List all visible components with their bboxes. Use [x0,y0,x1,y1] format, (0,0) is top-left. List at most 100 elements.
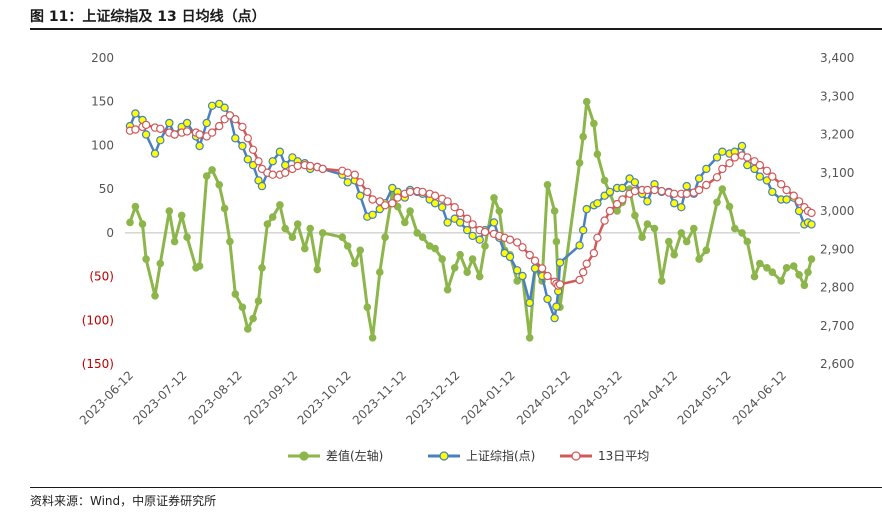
data-point-index [682,181,691,191]
data-point-diff [350,259,359,268]
data-point-index [455,218,465,227]
x-tick-label: 2023-10-12 [295,368,354,427]
data-point-diff [638,233,646,242]
data-point-ma13 [777,179,786,189]
data-point-diff [142,255,150,263]
data-point-index [555,258,565,267]
data-point-index [207,101,217,111]
data-point-diff [288,233,297,242]
data-point-ma13 [393,193,402,202]
data-point-diff [552,237,561,246]
data-point-diff [363,303,372,312]
series-diff [126,97,816,342]
data-point-diff [254,297,263,305]
data-point-ma13 [807,208,816,218]
data-point-diff [725,202,734,211]
data-point-ma13 [593,233,602,242]
data-point-diff [468,255,477,263]
data-point-diff [550,207,559,215]
data-point-diff [156,259,165,268]
data-point-ma13 [405,187,415,197]
data-point-diff [481,242,489,250]
data-point-ma13 [468,220,477,229]
data-point-ma13 [694,185,704,195]
data-point-diff [490,194,498,202]
x-tick-label: 2024-02-12 [514,368,573,427]
left-axis-ticks: 200 150 100 50 0 (50) (100) (150) [82,51,114,371]
data-point-ma13 [505,235,515,244]
data-point-index [530,264,540,273]
data-point-diff [438,255,447,263]
data-point-index [268,157,277,166]
data-point-diff [138,220,147,228]
left-tick-label: 0 [106,226,114,240]
data-point-index [141,130,151,139]
data-point-diff [208,166,216,174]
data-point-index [718,147,727,156]
data-point-ma13 [207,128,217,137]
x-tick-label: 2023-12-12 [403,368,462,427]
data-point-index [430,199,440,208]
data-point-diff [525,333,534,342]
data-point-index [182,118,192,128]
data-point-ma13 [455,208,465,218]
legend-label-index: 上证综指(点) [466,448,535,463]
data-point-diff [763,263,771,272]
x-tick-label: 2023-06-12 [77,368,136,427]
data-point-index [489,218,499,227]
data-point-diff [368,333,377,342]
data-point-diff [177,211,186,220]
data-point-index [281,160,290,170]
data-point-diff [258,263,266,272]
data-point-index [368,210,377,219]
legend-label-ma13: 13日平均 [598,449,649,463]
data-point-ma13 [518,243,527,252]
data-point-diff [513,277,522,285]
data-point-diff [220,204,229,213]
data-point-index [643,197,652,206]
data-point-ma13 [356,178,365,187]
x-tick-label: 2024-06-12 [730,368,789,427]
data-point-index [165,118,174,128]
data-point-ma13 [368,195,377,204]
data-point-diff [657,277,666,285]
series-ma13 [125,111,816,290]
data-point-diff [226,237,234,246]
data-point-ma13 [525,250,534,260]
legend-swatch-marker-ma13 [571,451,581,461]
left-tick-label: 100 [91,138,114,152]
data-point-ma13 [141,120,151,130]
data-point-index [579,225,588,235]
data-point-index [582,204,591,214]
data-point-ma13 [380,201,390,210]
data-point-diff [126,218,134,227]
data-point-diff [263,220,272,228]
data-point-index [356,191,365,200]
data-point-index [768,187,777,197]
data-point-diff [593,150,602,159]
data-point-ma13 [682,189,691,198]
data-point-ma13 [388,199,397,208]
data-point-diff [495,207,504,215]
data-point-ma13 [350,170,359,179]
footer-rule [30,487,882,488]
data-point-index [238,141,247,151]
left-tick-label: (150) [82,357,114,371]
data-point-ma13 [537,264,547,273]
right-tick-label: 3,300 [820,89,854,103]
data-point-index [702,164,711,174]
legend-swatch-marker-diff [299,451,309,461]
data-point-ma13 [281,168,290,177]
data-point-diff [215,181,224,189]
right-tick-label: 2,600 [820,357,854,371]
data-point-diff [165,207,174,215]
data-point-diff [406,207,414,215]
data-point-ma13 [650,185,659,195]
data-point-ma13 [238,122,247,132]
data-point-ma13 [702,180,711,190]
data-point-ma13 [243,134,252,143]
data-point-ma13 [555,280,565,289]
data-point-ma13 [318,164,327,174]
data-point-diff [238,303,247,312]
data-point-ma13 [231,114,240,124]
